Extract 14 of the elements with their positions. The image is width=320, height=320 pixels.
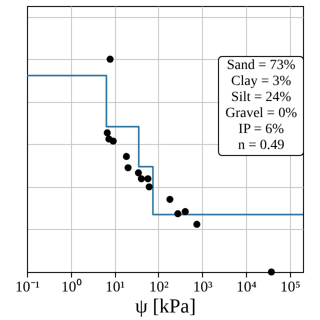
x-tick-label: 10¹ — [105, 280, 125, 296]
annotation: Sand = 73% — [226, 58, 296, 74]
x-tick-label: 10⁴ — [236, 280, 257, 296]
x-axis-title: ψ [kPa] — [135, 296, 196, 318]
x-tick-label: 10⁵ — [280, 280, 300, 296]
x-tick-label: 10³ — [192, 280, 213, 296]
x-tick-label: 10⁰ — [61, 278, 82, 296]
annotation: Clay = 3% — [230, 74, 292, 90]
x-tick-label: 10⁻¹ — [15, 280, 40, 296]
x-tick-label: 10² — [149, 280, 170, 296]
annotation: n = 0.49 — [236, 138, 286, 154]
annotation: IP = 6% — [237, 122, 285, 138]
annotation: Silt = 24% — [230, 90, 292, 106]
annotation: Gravel = 0% — [225, 106, 297, 122]
